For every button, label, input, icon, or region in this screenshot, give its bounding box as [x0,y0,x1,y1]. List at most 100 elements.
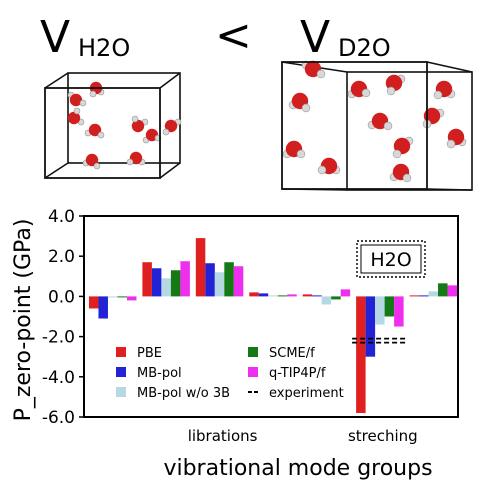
oxygen-atom [69,93,83,107]
bar [126,296,137,301]
oxygen-atom [67,111,81,125]
hydrogen-atom [317,165,327,175]
bar [117,296,127,298]
water-molecule [89,81,105,98]
hydrogen-atom [361,88,371,98]
hydrogen-atom [126,158,134,166]
bar [142,262,152,297]
bar [375,296,385,325]
water-molecule [317,157,341,175]
bar [428,291,439,297]
bar [394,296,404,327]
y-tick-label: 2.0 [48,247,75,267]
water-molecule [392,136,414,159]
x-axis-title: vibrational mode groups [163,456,432,481]
hydrogen-atom [296,149,306,159]
water-molecule [82,153,101,170]
cell-edge [426,61,473,73]
oxygen-atom [164,119,178,133]
water-molecule [126,151,146,166]
volume-equation: V H2O < V D2O [40,10,391,63]
bar [321,296,332,305]
volume-relation: < [215,10,252,61]
bar [224,262,234,297]
legend-label: PBE [137,346,162,361]
legend-swatch [248,367,258,377]
oxygen-atom [88,123,102,137]
oxygen-atom [85,153,99,167]
bar [312,295,322,297]
hydrogen-atom [383,121,393,131]
water-molecule [67,91,87,107]
left-volume-symbol: V [40,12,70,63]
legend-label: SCME/f [269,346,315,361]
hydrogen-atom [89,90,97,98]
bar [161,278,171,297]
h2o-badge: H2O [356,240,426,278]
bar [88,296,99,309]
h2o-badge-inner [360,244,422,274]
hydrogen-atom [97,131,105,139]
cell-edge [426,188,473,191]
bar [287,294,297,297]
bar [195,238,206,297]
water-molecule [347,80,371,99]
hydrogen-atom [301,103,311,113]
bar [409,295,420,297]
cell-front-face [44,87,161,179]
water-molecule [446,128,467,149]
bar [258,293,269,297]
category-label: librations [188,427,258,445]
cell-back-face [346,71,473,191]
legend-swatch [116,387,126,397]
bar [249,292,259,297]
oxygen-atom [131,119,145,133]
legend-label: MB-pol w/o 3B [137,386,230,401]
legend-label: MB-pol [137,366,182,381]
water-molecule [142,128,162,144]
bar [365,296,376,357]
hydrogen-atom [433,90,443,100]
hydrogen-atom [446,139,456,149]
water-molecule [385,74,406,96]
h2o-badge-frame [356,240,426,278]
right-volume-symbol: V [300,12,330,63]
bar [180,261,190,297]
category-label: streching [348,427,418,445]
hydrogen-atom [316,69,326,79]
plot-frame [83,215,459,418]
y-tick-label: 4.0 [48,207,75,227]
experiment-markers [352,337,406,344]
hydrogen-atom [73,107,81,115]
cell-edge [159,162,181,179]
category-labels: librations streching [188,427,418,445]
legend-swatch [116,347,126,357]
hydrogen-atom [392,149,402,159]
bar [214,272,225,297]
bar [356,296,366,413]
bar [205,263,215,297]
legend-label: experiment [269,386,344,401]
water-molecule [131,115,149,133]
h2o-badge-text: H2O [370,249,411,271]
d2o-simulation-cell [281,60,473,191]
y-tick-label: -6.0 [42,408,75,428]
bar [233,266,244,297]
bar [151,268,162,297]
y-axis-ticks: 4.0 2.0 0.0 -2.0 -4.0 -6.0 [42,207,84,428]
h2o-simulation-cell [44,72,182,179]
hydrogen-atom [93,162,101,170]
bar [331,296,341,300]
right-volume-subscript: D2O [338,34,391,62]
hydrogen-atom [162,128,170,136]
cell-edge [159,72,181,89]
water-molecule [389,163,412,183]
y-tick-label: -2.0 [42,328,75,348]
bar [438,283,448,297]
water-molecule [67,107,85,126]
bar [419,295,429,297]
water-molecule [288,92,311,113]
water-molecule [301,60,326,79]
water-molecule [282,140,306,159]
